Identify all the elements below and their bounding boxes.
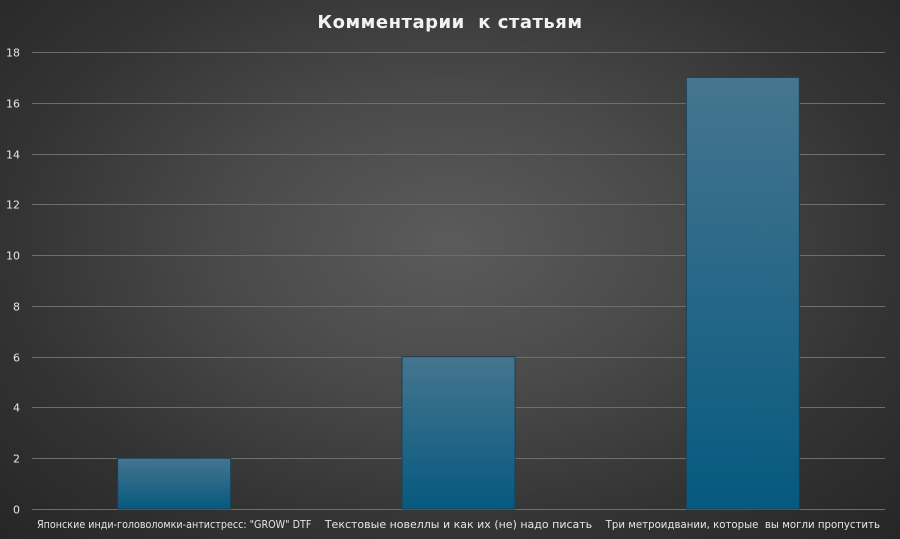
y-tick-label: 14 [6, 149, 20, 162]
y-tick-label: 6 [13, 352, 20, 365]
x-category-label: Текстовые новеллы и как их (не) надо пис… [324, 518, 592, 531]
y-tick-label: 8 [13, 301, 20, 314]
bar [401, 356, 516, 510]
bar [117, 457, 232, 510]
y-tick-label: 0 [13, 504, 20, 517]
chart-title: Комментарии к статьям [317, 12, 583, 33]
y-tick-label: 10 [6, 250, 20, 263]
y-axis-ticks: 0 2 4 6 8 10 12 14 16 18 [6, 47, 20, 517]
x-category-label: Три метроидвании, которые вы могли пропу… [605, 518, 880, 531]
x-axis-categories: Японские инди-головоломки-антистресс: "G… [37, 518, 880, 531]
y-tick-label: 2 [13, 453, 20, 466]
bar [685, 76, 800, 510]
y-tick-label: 18 [6, 47, 20, 60]
bars [117, 76, 800, 510]
y-tick-label: 16 [6, 98, 20, 111]
y-tick-label: 4 [13, 402, 20, 415]
x-category-label: Японские инди-головоломки-антистресс: "G… [37, 518, 311, 531]
y-tick-label: 12 [6, 199, 20, 212]
